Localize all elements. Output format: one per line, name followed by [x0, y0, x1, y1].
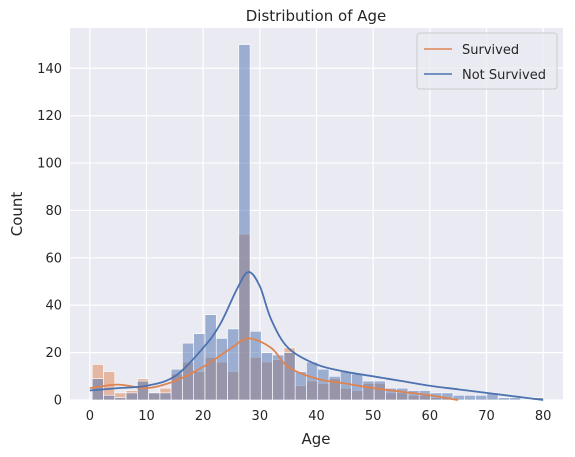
bar-not-survived	[227, 328, 240, 401]
y-tick-label: 140	[37, 62, 62, 77]
bar-not-survived	[317, 368, 330, 401]
x-tick-label: 10	[138, 409, 155, 424]
bar-not-survived	[497, 397, 510, 401]
y-axis-label: Count	[8, 192, 26, 237]
bar-not-survived	[362, 380, 375, 401]
bar-not-survived	[373, 380, 386, 401]
bar-not-survived	[464, 394, 476, 401]
bar-not-survived	[159, 392, 172, 401]
bar-not-survived	[509, 397, 522, 401]
tick-labels: 0 10 20 30 40 50 60 70 80 0 20 40 60 80 100 120 140	[37, 62, 551, 424]
bar-not-survived	[238, 44, 251, 401]
x-tick-label: 20	[195, 409, 212, 424]
bar-not-survived	[125, 392, 138, 401]
y-tick-label: 0	[54, 394, 62, 409]
y-tick-label: 40	[45, 299, 62, 314]
bar-not-survived	[182, 342, 195, 401]
x-axis-label: Age	[301, 430, 330, 448]
x-tick-label: 0	[86, 409, 94, 424]
bar-not-survived	[148, 392, 161, 401]
bar-not-survived	[306, 361, 319, 401]
bar-not-survived	[204, 314, 217, 401]
bar-not-survived	[103, 394, 116, 401]
bar-not-survived	[396, 387, 409, 401]
y-tick-label: 60	[45, 251, 62, 266]
bar-not-survived	[283, 352, 296, 401]
kde-line-survived	[89, 337, 459, 401]
bar-not-survived	[294, 371, 307, 401]
legend-box	[416, 32, 558, 90]
x-tick-label: 40	[308, 409, 325, 424]
bar-not-survived	[114, 397, 127, 401]
x-tick-label: 80	[535, 409, 552, 424]
kde-curves	[89, 271, 544, 401]
x-tick-label: 50	[365, 409, 382, 424]
x-tick-label: 30	[252, 409, 269, 424]
bar-not-survived	[475, 394, 488, 401]
legend-label-not-survived: Not Survived	[462, 68, 546, 83]
y-tick-label: 100	[37, 157, 62, 172]
bar-not-survived	[215, 338, 228, 401]
legend: Survived Not Survived	[416, 32, 558, 90]
chart-title: Distribution of Age	[246, 7, 387, 25]
bar-not-survived	[137, 380, 149, 401]
kde-line-not-survived	[89, 271, 544, 401]
bar-not-survived	[328, 376, 341, 401]
legend-label-survived: Survived	[462, 43, 519, 58]
y-tick-label: 80	[45, 204, 62, 219]
x-tick-label: 70	[478, 409, 495, 424]
y-tick-label: 120	[37, 109, 62, 124]
bar-not-survived	[261, 352, 273, 401]
x-tick-label: 60	[422, 409, 439, 424]
y-tick-label: 20	[45, 346, 62, 361]
bar-not-survived	[339, 371, 352, 401]
